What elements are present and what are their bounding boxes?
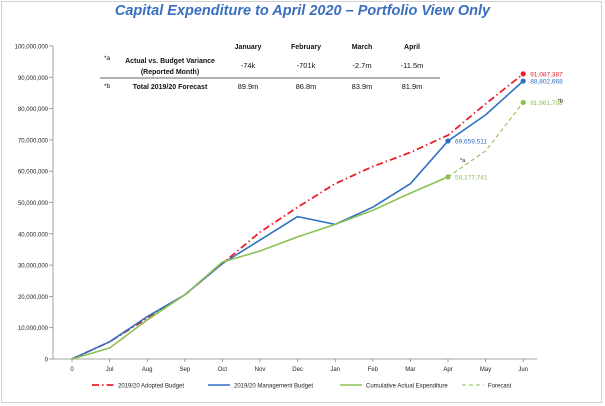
data-point-label: 69,659,511 [455,138,487,145]
annotation-marker: *b [558,98,563,104]
data-point-marker [445,138,451,144]
table-month-header: February [291,44,321,51]
legend-label: 2019/20 Management Budget [234,384,313,390]
data-point-marker [520,78,526,84]
series-line-2019-20-management-budget [71,80,524,360]
x-tick-label: Mar [405,367,415,373]
x-tick-label: Jun [518,367,528,373]
series-line-cumulative-actual-expenditure [71,176,449,360]
series-line-2019-20-adopted-budget [71,73,524,360]
table-row-label: Total 2019/20 Forecast [133,84,208,91]
table-cell: -74k [241,61,256,70]
table-cell: 83.9m [352,82,373,91]
x-tick-label: Dec [292,367,303,373]
x-tick-label: 0 [70,367,74,373]
table-cell: -2.7m [352,61,371,70]
y-tick-label: 40,000,000 [18,232,49,238]
x-tick-label: Apr [443,367,452,373]
table-row-marker: *b [104,83,111,90]
table-month-header: March [352,44,373,51]
x-tick-label: Aug [142,367,153,373]
x-tick-label: Oct [218,367,228,373]
x-tick-label: Jul [106,367,114,373]
table-month-header: January [235,44,262,51]
x-tick-label: Jan [330,367,340,373]
y-tick-label: 10,000,000 [18,326,49,332]
chart-title: Capital Expenditure to April 2020 – Port… [114,3,491,19]
y-tick-label: 60,000,000 [18,170,49,176]
y-tick-label: 70,000,000 [18,138,49,144]
y-tick-label: 20,000,000 [18,295,49,301]
data-point-marker [520,71,526,77]
y-tick-label: 30,000,000 [18,264,49,270]
table-cell: -11.5m [401,61,424,70]
table-cell: 89.9m [238,82,259,91]
table-month-header: April [404,44,420,51]
legend-label: 2019/20 Adopted Budget [118,384,184,390]
annotation-marker: *a [460,158,466,164]
legend-label: Cumulative Actual Expenditure [366,384,448,390]
legend-label: Forecast [488,384,512,390]
table-row-label: Actual vs. Budget Variance [125,58,215,65]
data-point-label: 58,177,741 [455,174,488,181]
data-point-marker [445,174,451,180]
y-tick-label: 90,000,000 [18,76,49,82]
y-tick-label: 100,000,000 [15,45,49,51]
data-point-marker [520,99,526,106]
table-cell: 81.9m [402,82,423,91]
y-tick-label: 50,000,000 [18,201,49,207]
data-point-label: 88,802,668 [530,79,563,86]
x-tick-label: May [480,367,491,373]
y-tick-label: 0 [45,358,49,364]
y-tick-label: 80,000,000 [18,107,49,113]
data-point-label: 91,087,387 [530,71,563,78]
x-tick-label: Sep [179,367,190,373]
table-row-label: (Reported Month) [141,69,199,76]
x-tick-label: Feb [368,367,379,373]
data-point-label: 81,961,798 [530,100,563,107]
table-cell: -701k [297,61,316,70]
table-cell: 86.8m [296,82,317,91]
series-line-forecast [447,102,524,178]
table-row-marker: *a [104,55,111,62]
x-tick-label: Nov [255,367,266,373]
